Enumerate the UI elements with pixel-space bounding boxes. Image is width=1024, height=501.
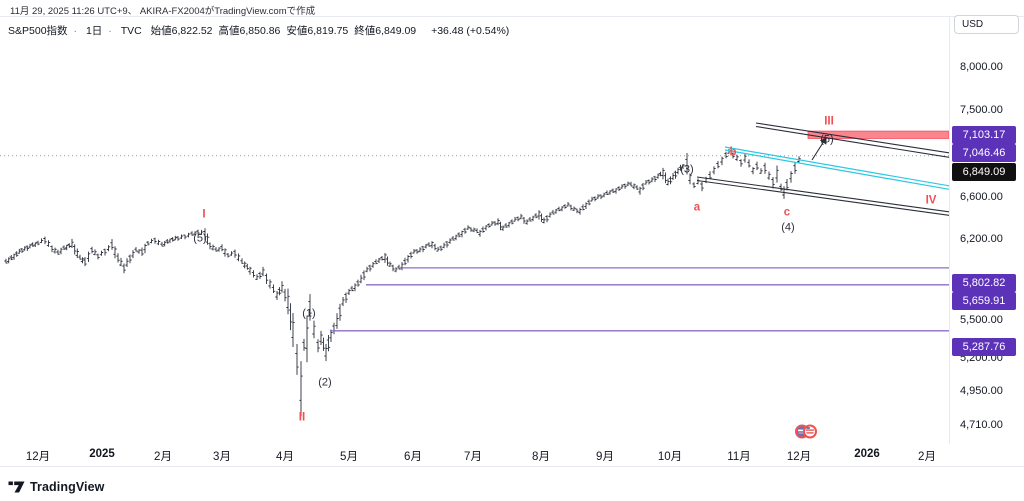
price-tick-7500: 7,500.00 <box>960 104 1003 117</box>
time-tick-3月: 3月 <box>213 451 231 463</box>
wave-label-4[interactable]: (4) <box>781 221 795 234</box>
time-tick-2025: 2025 <box>89 448 115 460</box>
time-tick-2月: 2月 <box>918 451 936 463</box>
price-tick-4950: 4,950.00 <box>960 385 1003 398</box>
symbol-name: S&P500指数 <box>8 25 68 37</box>
lower-channel-line-2[interactable] <box>696 179 949 216</box>
tradingview-logo[interactable]: TradingView <box>8 480 105 494</box>
level-badge-7103.17: 7,103.17 <box>952 125 1016 144</box>
wave-label-c[interactable]: c <box>783 206 791 219</box>
interval-label: 1日 <box>85 25 103 37</box>
time-tick-6月: 6月 <box>404 451 422 463</box>
time-tick-7月: 7月 <box>464 451 482 463</box>
wave-label-2[interactable]: (2) <box>318 376 332 389</box>
currency-chip: USD <box>954 15 1019 34</box>
snapshot-attribution: 11月 29, 2025 11:26 UTC+9、 AKIRA-FX2004がT… <box>10 6 316 17</box>
chart-frame-top-border <box>0 16 1024 17</box>
price-axis[interactable]: USD 8,000.00 7,500.00 6,600.00 6,200.00 5,50… <box>949 15 1024 466</box>
time-tick-12月: 12月 <box>786 451 812 463</box>
wave-label-I[interactable]: I <box>202 208 206 221</box>
ohlc-field: 高値6,850.86 <box>218 25 281 37</box>
price-tick-6200: 6,200.00 <box>960 233 1003 246</box>
time-tick-11月: 11月 <box>727 451 751 463</box>
price-tick-8000: 8,000.00 <box>960 60 1003 73</box>
time-tick-12月: 12月 <box>25 451 51 463</box>
wave-label-b[interactable]: b <box>729 146 737 159</box>
projection-arrow[interactable] <box>811 137 827 161</box>
header-separator: · <box>108 25 112 37</box>
wave-label-3[interactable]: (3) <box>680 163 694 176</box>
wave-label-5[interactable]: (5) <box>193 232 207 245</box>
time-tick-8月: 8月 <box>532 451 550 463</box>
tradingview-logo-icon <box>8 481 25 493</box>
upper-channel-line-2[interactable] <box>755 125 949 158</box>
wave-label-5[interactable]: (5) <box>820 133 834 146</box>
price-bars <box>4 148 801 417</box>
level-badge-5287.76: 5,287.76 <box>952 337 1016 356</box>
chart-canvas[interactable] <box>0 16 949 466</box>
time-tick-2月: 2月 <box>154 451 172 463</box>
tradingview-logo-text: TradingView <box>30 480 105 494</box>
wave-label-1[interactable]: (1) <box>302 307 316 320</box>
price-tick-6600: 6,600.00 <box>960 190 1003 203</box>
time-tick-9月: 9月 <box>596 451 614 463</box>
ohlc-values: 始値6,822.52 高値6,850.86 安値6,819.75 終値6,849.09 <box>151 25 423 37</box>
price-tick-5500: 5,500.00 <box>960 314 1003 327</box>
upper-channel-line-1[interactable] <box>755 122 949 154</box>
wave-label-IV[interactable]: IV <box>925 194 937 207</box>
cyan-channel-line-1[interactable] <box>724 146 949 187</box>
symbol-header[interactable]: S&P500指数 · 1日 · TVC 始値6,822.52 高値6,850.86 安値… <box>8 23 515 38</box>
wave-label-III[interactable]: III <box>824 115 834 128</box>
last-price-badge: 6,849.09 <box>952 162 1016 181</box>
us-holiday-flags-icon <box>794 423 818 445</box>
wave-label-II[interactable]: II <box>298 411 306 424</box>
ohlc-field: 終値6,849.09 <box>354 25 417 37</box>
change-value: +36.48 (+0.54%) <box>431 25 510 37</box>
time-axis[interactable]: 12月 2025 2月 3月 4月 5月 6月 7月 8月 9月 10月 11月 12月 2026 2月 <box>0 444 1024 467</box>
price-tick-4710: 4,710.00 <box>960 419 1003 431</box>
level-badge-5659.91: 5,659.91 <box>952 291 1016 310</box>
ohlc-field: 安値6,819.75 <box>286 25 349 37</box>
time-tick-10月: 10月 <box>657 451 683 463</box>
time-tick-2026: 2026 <box>854 448 880 460</box>
lower-channel-line-1[interactable] <box>696 176 949 213</box>
level-badge-7046.46: 7,046.46 <box>952 143 1016 162</box>
exchange-label: TVC <box>120 25 142 37</box>
level-badge-5802.82: 5,802.82 <box>952 273 1016 292</box>
header-separator: · <box>73 25 78 37</box>
time-tick-4月: 4月 <box>276 451 294 463</box>
ohlc-field: 始値6,822.52 <box>150 25 213 37</box>
cyan-channel-line-2[interactable] <box>724 149 949 190</box>
time-tick-5月: 5月 <box>340 451 358 463</box>
wave-label-a[interactable]: a <box>693 201 701 214</box>
